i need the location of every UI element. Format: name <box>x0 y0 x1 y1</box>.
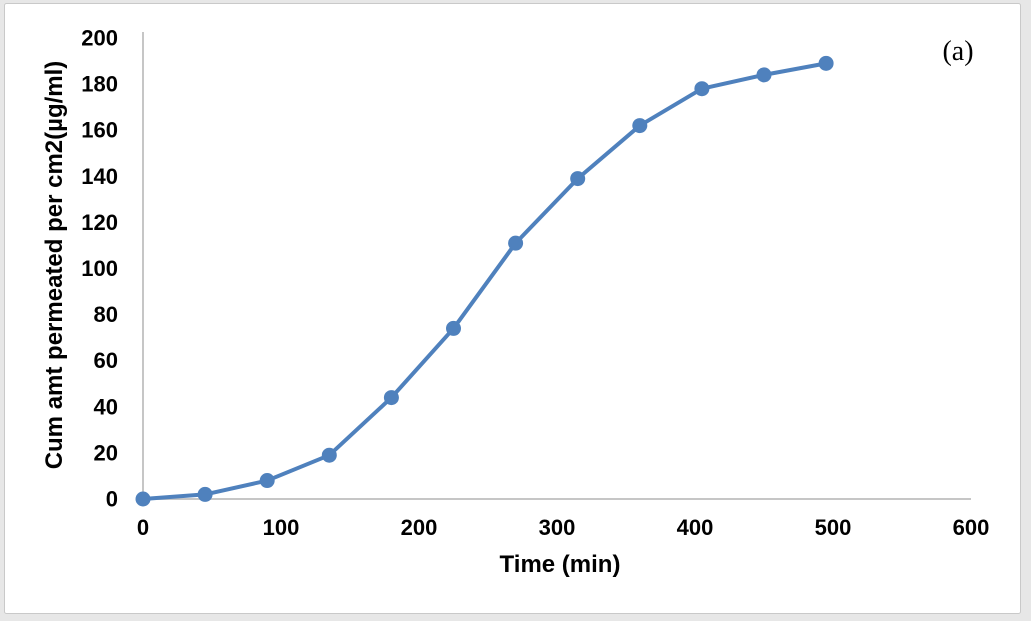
y-tick-label: 100 <box>81 256 118 281</box>
x-tick-label: 300 <box>539 515 576 540</box>
data-point-marker <box>570 171 586 187</box>
data-point-marker <box>135 491 151 507</box>
x-axis-title: Time (min) <box>499 551 621 578</box>
series-line <box>141 61 829 501</box>
data-point-marker <box>197 486 213 502</box>
y-tick-label: 80 <box>94 302 118 327</box>
x-tick-label: 200 <box>401 515 438 540</box>
figure-border <box>4 3 1021 614</box>
y-tick-label: 200 <box>81 26 118 51</box>
y-tick-label: 0 <box>106 487 118 512</box>
x-tick-label: 600 <box>953 515 990 540</box>
x-tick-label: 0 <box>137 515 149 540</box>
data-point-marker <box>321 447 337 463</box>
panel-label: (a) <box>942 36 974 67</box>
y-tick-label: 120 <box>81 210 118 235</box>
y-tick-label: 20 <box>94 440 118 465</box>
y-tick-label: 160 <box>81 118 118 143</box>
data-point-marker <box>694 81 710 97</box>
data-point-marker <box>259 473 275 489</box>
data-point-marker <box>446 320 461 336</box>
y-tick-label: 40 <box>94 394 118 419</box>
data-point-marker <box>632 118 648 134</box>
data-point-marker <box>383 390 399 406</box>
data-point-marker <box>818 55 834 71</box>
y-axis-title: Cum amt permeated per cm2(µg/ml) <box>41 60 68 470</box>
data-point-marker <box>756 67 772 83</box>
y-tick-label: 140 <box>81 164 118 189</box>
data-point-marker <box>508 235 524 251</box>
x-tick-label: 100 <box>263 515 300 540</box>
y-tick-label: 60 <box>94 348 118 373</box>
x-tick-label: 500 <box>815 515 852 540</box>
x-tick-label: 400 <box>677 515 714 540</box>
y-tick-label: 180 <box>81 72 118 97</box>
